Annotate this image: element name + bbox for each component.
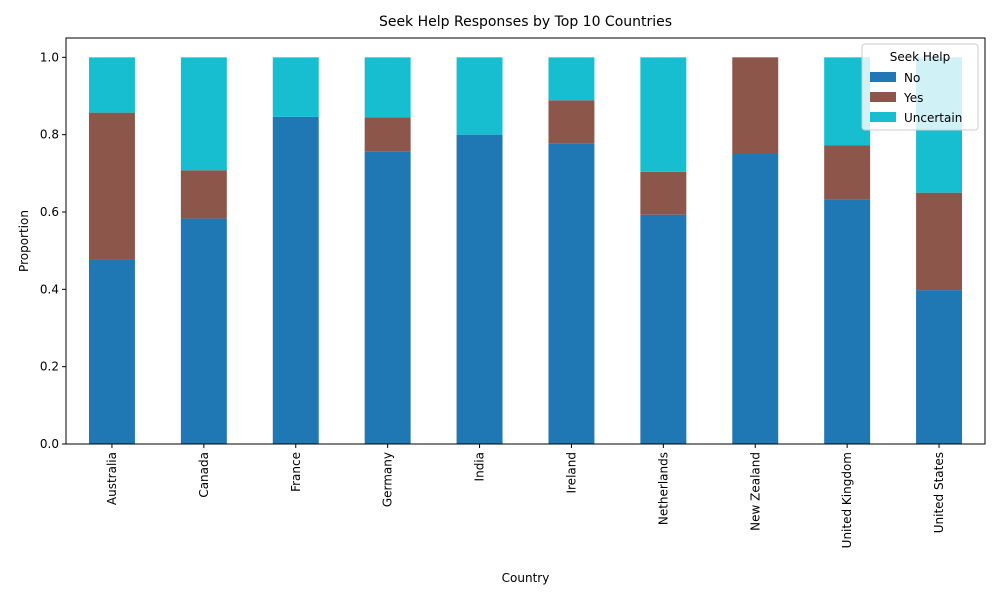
legend-swatch-yes xyxy=(870,92,896,102)
bar-no-netherlands xyxy=(640,214,687,444)
bar-yes-germany xyxy=(364,117,411,152)
y-tick-label: 0.8 xyxy=(40,128,59,142)
bar-uncertain-india xyxy=(456,57,503,135)
bar-uncertain-australia xyxy=(88,57,135,113)
plot-frame xyxy=(65,37,986,445)
bar-no-france xyxy=(272,116,319,444)
x-tick-label: Netherlands xyxy=(656,452,670,525)
bar-yes-ireland xyxy=(548,100,595,144)
legend-label-uncertain: Uncertain xyxy=(904,111,962,125)
y-tick-label: 0.2 xyxy=(40,360,59,374)
bar-yes-united-kingdom xyxy=(824,145,871,200)
bar-uncertain-ireland xyxy=(548,57,595,101)
bar-yes-netherlands xyxy=(640,171,687,215)
x-tick-label: Canada xyxy=(197,452,211,498)
bar-yes-new-zealand xyxy=(732,57,779,155)
bar-no-germany xyxy=(364,151,411,444)
y-tick-label: 1.0 xyxy=(40,50,59,64)
bar-uncertain-france xyxy=(272,57,319,117)
bar-no-new-zealand xyxy=(732,154,779,444)
bar-yes-united-states xyxy=(916,192,963,291)
x-axis: Australia Canada France Germany India Ireland… xyxy=(105,444,946,548)
bar-uncertain-germany xyxy=(364,57,411,118)
x-tick-label: Ireland xyxy=(564,452,578,494)
x-tick-label: Australia xyxy=(105,452,119,505)
y-tick-label: 0.4 xyxy=(40,282,59,296)
x-tick-label: New Zealand xyxy=(748,452,762,531)
bar-uncertain-canada xyxy=(180,57,227,171)
y-axis: 0.0 0.2 0.4 0.6 0.8 1.0 xyxy=(40,50,66,451)
legend-swatch-uncertain xyxy=(870,112,896,122)
bar-group xyxy=(88,57,963,444)
legend-label-no: No xyxy=(904,71,920,85)
legend-title: Seek Help xyxy=(890,50,951,64)
bar-yes-canada xyxy=(180,170,227,219)
x-axis-label: Country xyxy=(502,571,550,585)
legend: Seek Help No Yes Uncertain xyxy=(861,43,979,131)
bar-yes-australia xyxy=(88,112,135,260)
y-tick-label: 0.6 xyxy=(40,205,59,219)
bar-no-united-states xyxy=(916,290,963,444)
bar-no-ireland xyxy=(548,143,595,444)
chart-title: Seek Help Responses by Top 10 Countries xyxy=(379,14,672,30)
bar-no-canada xyxy=(180,218,227,444)
x-tick-label: United States xyxy=(932,452,946,533)
x-tick-label: India xyxy=(473,452,487,481)
legend-box xyxy=(861,43,979,131)
y-axis-label: Proportion xyxy=(17,210,31,272)
bar-no-australia xyxy=(88,259,135,444)
bar-no-india xyxy=(456,134,503,444)
x-tick-label: United Kingdom xyxy=(840,452,854,548)
legend-label-yes: Yes xyxy=(903,91,923,105)
bar-uncertain-netherlands xyxy=(640,57,687,172)
x-tick-label: France xyxy=(289,452,303,492)
bar-no-united-kingdom xyxy=(824,199,871,444)
legend-swatch-no xyxy=(870,72,896,82)
y-tick-label: 0.0 xyxy=(40,437,59,451)
x-tick-label: Germany xyxy=(381,452,395,507)
